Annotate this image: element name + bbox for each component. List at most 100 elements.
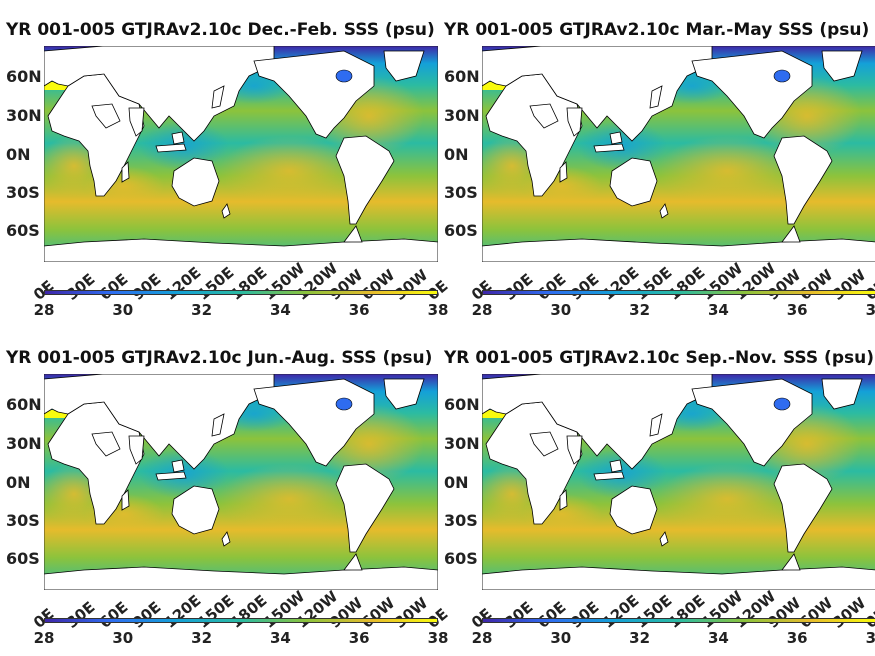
land-greenland <box>383 378 425 410</box>
colorbar-tick-label: 34 <box>707 629 729 647</box>
map-panel: YR 001-005 GTJRAv2.10c Mar.-May SSS (psu… <box>438 0 875 328</box>
land-australia <box>171 157 220 207</box>
lat-tick-label: 60N <box>6 67 42 86</box>
colorbar-tick-label: 30 <box>112 629 134 647</box>
lon-tick-label: 150E <box>194 263 238 304</box>
colorbar-tick-label: 38 <box>865 629 875 647</box>
lat-tick-label: 60S <box>444 549 478 568</box>
lon-tick-label: 180E <box>665 591 709 632</box>
lat-tick-label: 60N <box>6 395 42 414</box>
lon-tick-label: 30W <box>829 593 870 632</box>
lat-tick-label: 0N <box>444 473 469 492</box>
land-greenland <box>821 50 863 82</box>
land-greenland <box>821 378 863 410</box>
lon-tick-label: 60E <box>95 269 132 304</box>
land-borneo <box>171 459 185 473</box>
colorbar-tick-label: 38 <box>427 629 449 647</box>
land-greenland <box>383 50 425 82</box>
lon-tick-label: 90E <box>128 597 164 632</box>
lat-tick-label: 60N <box>444 67 480 86</box>
lat-tick-label: 60S <box>444 221 478 240</box>
land-antpen <box>781 553 801 571</box>
lon-tick-label: 90E <box>566 269 602 304</box>
land-madagascar <box>121 489 130 511</box>
lat-tick-label: 30N <box>6 434 42 453</box>
land-madagascar <box>559 161 568 183</box>
colorbar-tick-label: 28 <box>471 629 493 647</box>
lat-tick-label: 60S <box>6 221 40 240</box>
lat-tick-label: 30S <box>444 511 478 530</box>
land-arabia <box>91 103 121 129</box>
lon-tick-label: 120E <box>161 591 205 632</box>
lat-tick-label: 60N <box>444 395 480 414</box>
land-nz <box>221 203 231 219</box>
panel-title: YR 001-005 GTJRAv2.10c Sep.-Nov. SSS (ps… <box>444 348 874 368</box>
land-japan <box>649 85 663 109</box>
colorbar-tick-label: 28 <box>33 301 55 319</box>
map-panel: YR 001-005 GTJRAv2.10c Jun.-Aug. SSS (ps… <box>0 328 451 656</box>
lon-tick-label: 60E <box>95 597 132 632</box>
colorbar <box>482 290 875 295</box>
lon-tick-label: 150E <box>632 591 676 632</box>
lon-tick-label: 180E <box>227 263 271 304</box>
salinity-map <box>482 374 875 590</box>
land-madagascar <box>121 161 130 183</box>
lon-tick-label: 180E <box>665 263 709 304</box>
land-antpen <box>343 553 363 571</box>
salinity-map <box>44 46 438 262</box>
colorbar <box>44 618 438 623</box>
lat-tick-label: 0N <box>6 473 31 492</box>
colorbar-tick-label: 32 <box>629 629 651 647</box>
land-australia <box>171 485 220 535</box>
colorbar-tick-label: 34 <box>269 301 291 319</box>
lat-tick-label: 30S <box>444 183 478 202</box>
land-japan <box>211 85 225 109</box>
colorbar-tick-label: 34 <box>269 629 291 647</box>
lon-tick-label: 30W <box>829 265 870 304</box>
land-borneo <box>609 131 623 145</box>
land-samerica <box>773 135 833 225</box>
land-nz <box>659 531 669 547</box>
land-samerica <box>335 463 395 553</box>
land-arabia <box>529 103 559 129</box>
colorbar-tick-label: 32 <box>629 301 651 319</box>
land-japan <box>649 413 663 437</box>
colorbar-tick-label: 28 <box>471 301 493 319</box>
panel-title: YR 001-005 GTJRAv2.10c Mar.-May SSS (psu… <box>444 20 870 40</box>
land-borneo <box>609 459 623 473</box>
land-india <box>128 107 145 137</box>
colorbar <box>482 618 875 623</box>
lon-tick-label: 60E <box>533 597 570 632</box>
lat-tick-label: 30N <box>444 434 480 453</box>
lon-tick-label: 30W <box>391 593 432 632</box>
colorbar-tick-label: 36 <box>348 301 370 319</box>
lat-tick-label: 0N <box>6 145 31 164</box>
lon-tick-label: 30E <box>62 597 99 632</box>
lon-tick-label: 30W <box>391 265 432 304</box>
land-australia <box>609 485 658 535</box>
lat-tick-label: 30N <box>444 106 480 125</box>
panel-title: YR 001-005 GTJRAv2.10c Dec.-Feb. SSS (ps… <box>6 20 435 40</box>
colorbar-tick-label: 38 <box>427 301 449 319</box>
lat-tick-label: 30S <box>6 183 40 202</box>
land-india <box>566 107 583 137</box>
lon-tick-label: 90E <box>566 597 602 632</box>
land-eurasia <box>482 374 713 470</box>
lat-tick-label: 0N <box>444 145 469 164</box>
land-india <box>128 435 145 465</box>
lon-tick-label: 60W <box>796 265 837 304</box>
land-arabia <box>529 431 559 457</box>
colorbar-tick-label: 34 <box>707 301 729 319</box>
colorbar-tick-label: 36 <box>348 629 370 647</box>
lon-tick-label: 120E <box>161 263 205 304</box>
colorbar-tick-label: 36 <box>786 629 808 647</box>
map-panel: YR 001-005 GTJRAv2.10c Sep.-Nov. SSS (ps… <box>438 328 875 656</box>
lon-tick-label: 30E <box>500 269 537 304</box>
land-samerica <box>773 463 833 553</box>
colorbar-tick-label: 30 <box>550 629 572 647</box>
colorbar-tick-label: 36 <box>786 301 808 319</box>
lon-tick-label: 60W <box>358 593 399 632</box>
land-india <box>566 435 583 465</box>
lat-tick-label: 60S <box>6 549 40 568</box>
lon-tick-label: 60W <box>358 265 399 304</box>
